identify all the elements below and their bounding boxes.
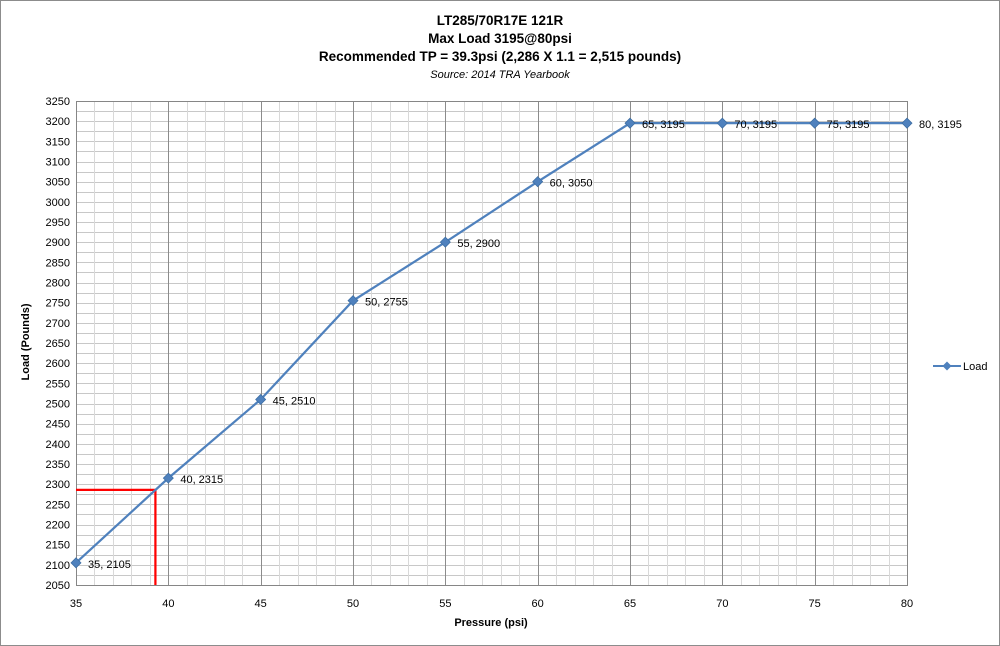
data-point-marker bbox=[716, 117, 728, 129]
y-tick-label: 2800 bbox=[46, 278, 70, 290]
y-tick-label: 2750 bbox=[46, 298, 70, 310]
data-point-marker bbox=[901, 117, 913, 129]
data-label: 70, 3195 bbox=[734, 119, 777, 131]
data-point-marker bbox=[439, 236, 451, 248]
x-tick-label: 45 bbox=[255, 598, 267, 610]
legend: Load bbox=[933, 361, 987, 373]
y-tick-label: 2100 bbox=[46, 560, 70, 572]
data-label: 80, 3195 bbox=[919, 119, 962, 131]
y-tick-label: 2450 bbox=[46, 419, 70, 431]
y-axis-title: Load (Pounds) bbox=[20, 303, 32, 380]
y-tick-label: 2200 bbox=[46, 520, 70, 532]
x-tick-label: 50 bbox=[347, 598, 359, 610]
y-tick-label: 2850 bbox=[46, 257, 70, 269]
legend-label-load: Load bbox=[963, 361, 987, 373]
series-line-load bbox=[75, 122, 907, 564]
y-tick-label: 3150 bbox=[46, 136, 70, 148]
y-tick-label: 2700 bbox=[46, 318, 70, 330]
data-point-marker bbox=[162, 472, 174, 484]
chart-subtitle: Source: 2014 TRA Yearbook bbox=[430, 69, 570, 81]
chart-title-line-3: Recommended TP = 39.3psi (2,286 X 1.1 = … bbox=[319, 49, 681, 64]
x-tick-label: 35 bbox=[70, 598, 82, 610]
y-axis-tick-labels: 2050 2100 2150 2200 2250 2300 2350 2400 2450 2500… bbox=[46, 96, 70, 592]
y-tick-label: 2300 bbox=[46, 479, 70, 491]
data-label: 75, 3195 bbox=[827, 119, 870, 131]
data-label: 40, 2315 bbox=[180, 474, 223, 486]
y-tick-label: 3050 bbox=[46, 177, 70, 189]
data-point-marker bbox=[532, 176, 544, 188]
y-tick-label: 2500 bbox=[46, 399, 70, 411]
recommended-pressure-reference-lines bbox=[76, 488, 157, 585]
data-label: 50, 2755 bbox=[365, 297, 408, 309]
x-tick-label: 70 bbox=[716, 598, 728, 610]
data-point-marker bbox=[347, 295, 359, 307]
x-axis-title: Pressure (psi) bbox=[454, 617, 528, 629]
data-label: 65, 3195 bbox=[642, 119, 685, 131]
y-tick-label: 2250 bbox=[46, 499, 70, 511]
minor-gridlines bbox=[76, 101, 907, 585]
y-tick-label: 2150 bbox=[46, 540, 70, 552]
data-point-marker bbox=[70, 557, 82, 569]
data-label: 55, 2900 bbox=[457, 238, 500, 250]
x-tick-label: 80 bbox=[901, 598, 913, 610]
y-tick-label: 3000 bbox=[46, 197, 70, 209]
data-point-marker bbox=[809, 117, 821, 129]
y-tick-label: 3200 bbox=[46, 116, 70, 128]
plot-area bbox=[76, 101, 908, 586]
y-tick-label: 2650 bbox=[46, 338, 70, 350]
y-tick-label: 2550 bbox=[46, 378, 70, 390]
y-tick-label: 2900 bbox=[46, 237, 70, 249]
y-tick-label: 3100 bbox=[46, 157, 70, 169]
data-point-marker bbox=[624, 117, 636, 129]
data-label: 45, 2510 bbox=[273, 395, 316, 407]
data-label: 35, 2105 bbox=[88, 559, 131, 571]
y-tick-label: 3250 bbox=[46, 96, 70, 108]
data-labels: 35, 2105 40, 2315 45, 2510 50, 2755 55, 2900… bbox=[88, 119, 962, 571]
x-tick-label: 40 bbox=[162, 598, 174, 610]
y-tick-label: 2950 bbox=[46, 217, 70, 229]
data-label: 60, 3050 bbox=[550, 178, 593, 190]
y-tick-label: 2400 bbox=[46, 439, 70, 451]
x-tick-label: 55 bbox=[439, 598, 451, 610]
major-gridlines bbox=[168, 101, 816, 585]
legend-marker-load bbox=[942, 361, 952, 371]
x-axis-tick-labels: 35 40 45 50 55 60 65 70 75 80 bbox=[70, 598, 913, 610]
y-tick-label: 2050 bbox=[46, 580, 70, 592]
x-tick-label: 60 bbox=[532, 598, 544, 610]
series-markers-load bbox=[70, 117, 913, 569]
data-point-marker bbox=[255, 393, 267, 405]
chart-title-line-2: Max Load 3195@80psi bbox=[428, 31, 572, 46]
y-tick-label: 2600 bbox=[46, 358, 70, 370]
y-tick-label: 2350 bbox=[46, 459, 70, 471]
chart-title-line-1: LT285/70R17E 121R bbox=[437, 13, 564, 28]
x-tick-label: 75 bbox=[809, 598, 821, 610]
x-tick-label: 65 bbox=[624, 598, 636, 610]
